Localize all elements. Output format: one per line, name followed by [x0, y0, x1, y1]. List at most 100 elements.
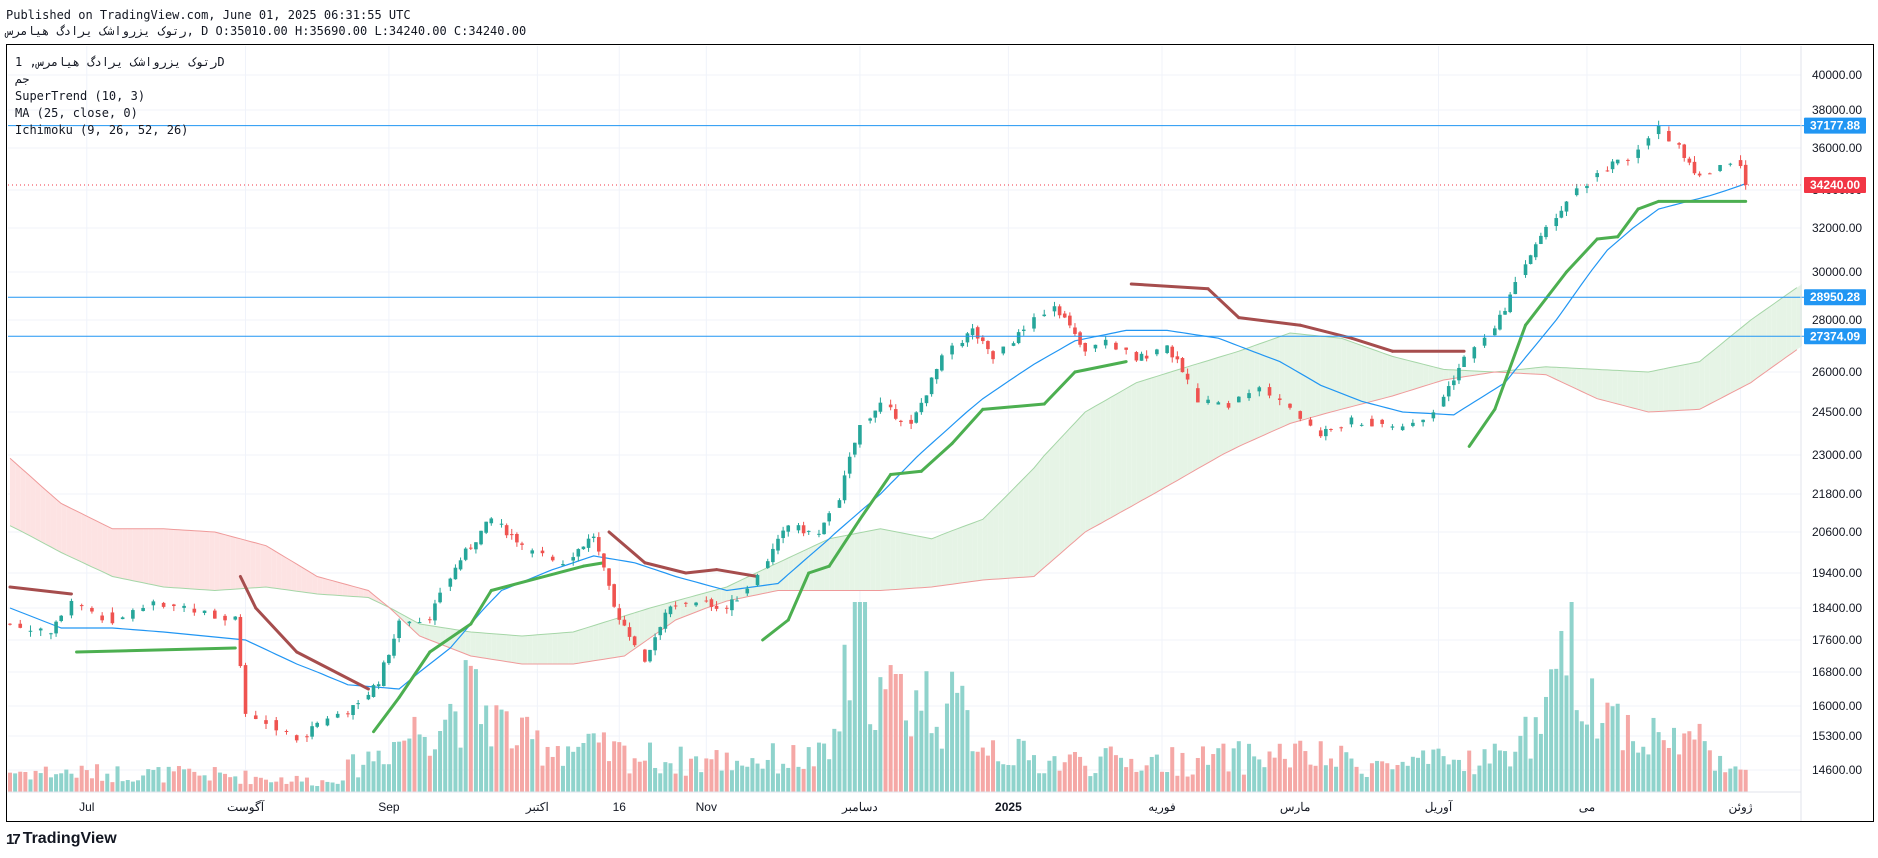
cloud-segment	[301, 567, 307, 593]
cloud-segment	[1771, 302, 1777, 368]
candle-body	[1605, 170, 1610, 172]
tradingview-logo[interactable]: 17 TradingView	[6, 830, 117, 848]
candle-body	[381, 662, 386, 687]
supertrend-up-segment	[1564, 237, 1599, 274]
cloud-segment	[1371, 349, 1378, 402]
cloud-segment	[1576, 368, 1582, 392]
chart-frame[interactable]	[6, 44, 1874, 822]
volume-bar	[228, 777, 233, 792]
volume-bar	[535, 730, 540, 792]
candle-body	[1329, 429, 1333, 431]
legend-symbol[interactable]: رتوک یزرواشک یرادگ هیامرس, 1D	[15, 55, 225, 69]
volume-bar	[893, 674, 898, 792]
cloud-segment	[1556, 367, 1562, 382]
candle-body	[371, 685, 376, 697]
volume-bar	[269, 782, 274, 792]
supertrend-up-segment	[1493, 323, 1528, 411]
volume-bar	[1052, 756, 1057, 792]
supertrend-down-segment	[715, 568, 760, 578]
cloud-segment	[1571, 368, 1577, 390]
legend-ma[interactable]: MA (25, close, 0)	[15, 106, 138, 120]
cloud-segment	[1755, 312, 1762, 379]
candle-body	[110, 612, 115, 624]
volume-bar	[1385, 763, 1390, 792]
cloud-segment	[117, 528, 123, 579]
cloud-segment	[15, 462, 21, 531]
cloud-segment	[1402, 359, 1408, 393]
candle-body	[1498, 314, 1502, 330]
y-tick-label: 38000.00	[1812, 103, 1862, 117]
cloud-segment	[1315, 335, 1321, 417]
candle-body	[1247, 393, 1251, 399]
volume-bar	[1134, 771, 1139, 792]
volume-bar	[1298, 740, 1303, 792]
volume-bar	[1021, 740, 1026, 792]
cloud-segment	[726, 584, 732, 601]
candle-body	[1237, 396, 1241, 403]
candle-body	[38, 628, 43, 631]
candle-body	[1728, 163, 1733, 165]
candle-body	[356, 703, 360, 705]
volume-bar	[48, 777, 53, 792]
cloud-segment	[783, 557, 789, 591]
candle-body	[1016, 332, 1021, 344]
cloud-segment	[1546, 366, 1552, 378]
volume-bar	[1093, 773, 1098, 792]
cloud-segment	[1202, 360, 1209, 466]
volume-bar	[883, 689, 888, 792]
candle-body	[1093, 344, 1098, 349]
volume-bar	[929, 733, 934, 792]
candle-body	[1170, 346, 1175, 358]
cloud-segment	[1607, 369, 1613, 403]
volume-bar	[1436, 748, 1441, 792]
candle-body	[1370, 418, 1374, 427]
legend-supertrend[interactable]: SuperTrend (10, 3)	[15, 89, 146, 103]
candle-body	[1738, 160, 1743, 167]
volume-bar	[591, 733, 596, 792]
x-tick-label: Sep	[378, 800, 400, 814]
candle-body	[1134, 352, 1139, 361]
supertrend-down-segment	[684, 568, 719, 575]
y-tick-label: 17600.00	[1812, 633, 1862, 647]
candle-body	[1124, 347, 1128, 350]
volume-bar	[735, 760, 740, 792]
candle-body	[622, 619, 627, 626]
candle-body	[223, 615, 227, 621]
cloud-segment	[936, 534, 942, 587]
candle-body	[1610, 161, 1615, 170]
supertrend-down-segment	[607, 530, 647, 565]
cloud-segment	[588, 625, 594, 662]
candle-body	[8, 623, 12, 625]
volume-bar	[1098, 756, 1103, 792]
volume-bar	[1200, 746, 1205, 792]
candle-body	[264, 720, 268, 724]
candle-body	[934, 369, 939, 380]
cloud-segment	[1540, 366, 1546, 375]
volume-bar	[1523, 716, 1528, 792]
volume-bar	[1037, 773, 1042, 792]
candle-body	[69, 600, 74, 616]
cloud-segment	[56, 499, 62, 553]
cloud-segment	[1699, 357, 1705, 410]
volume-bar	[1600, 723, 1605, 792]
legend-ichimoku[interactable]: Ichimoku (9, 26, 52, 26)	[15, 123, 189, 137]
cloud-segment	[690, 595, 697, 614]
volume-bar	[1477, 765, 1482, 792]
cloud-segment	[1633, 371, 1639, 410]
volume-bar	[366, 751, 371, 792]
cloud-segment	[271, 548, 277, 589]
supertrend-up-segment	[469, 589, 493, 626]
volume-bar	[776, 773, 780, 792]
cloud-segment	[132, 528, 138, 582]
cloud-segment	[363, 589, 369, 598]
volume-bar	[1369, 763, 1374, 792]
candle-body	[376, 684, 381, 687]
cloud-segment	[61, 503, 67, 555]
cloud-segment	[1653, 369, 1659, 412]
candle-body	[141, 607, 145, 611]
y-tick-label: 19400.00	[1812, 566, 1862, 580]
volume-bar	[658, 773, 663, 792]
volume-bar	[1503, 751, 1508, 792]
cloud-segment	[327, 579, 333, 596]
